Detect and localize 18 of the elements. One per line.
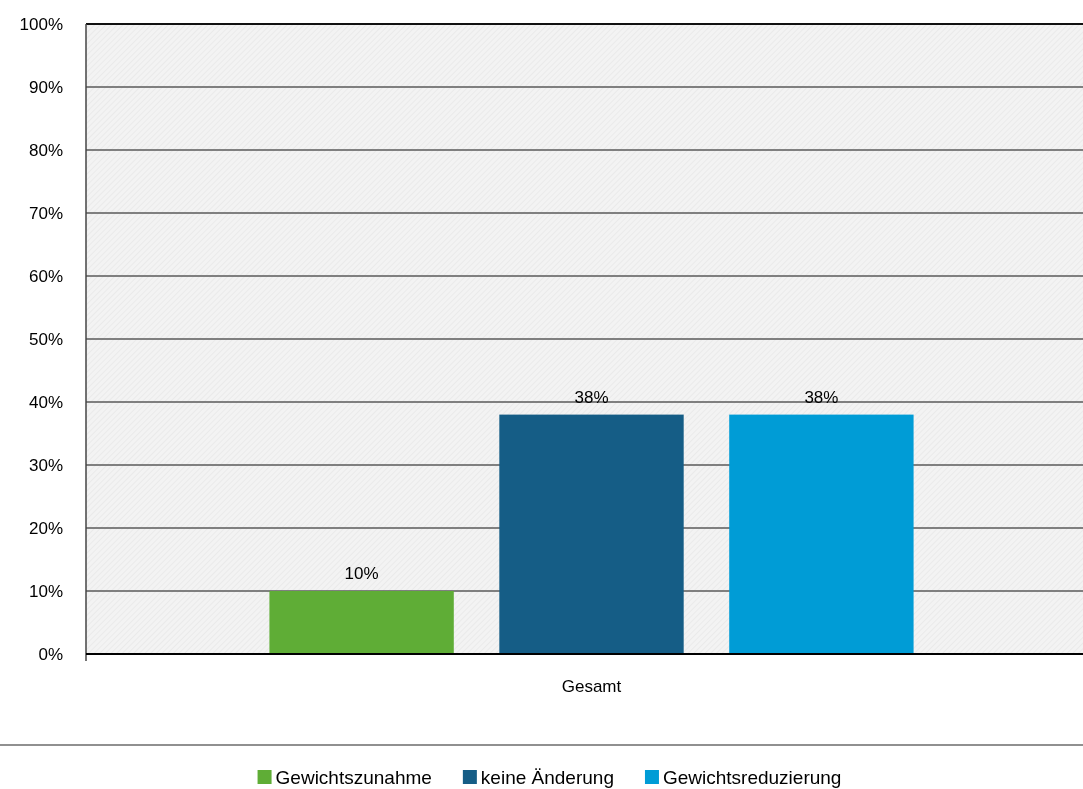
y-tick-label: 0% [38,644,63,664]
y-tick-label: 70% [28,203,63,223]
y-tick-label: 30% [28,455,63,475]
x-tick-label: Gesamt [561,676,622,696]
legend-label: keine Änderung [480,766,614,788]
data-label: 38% [574,387,609,407]
y-tick-label: 10% [28,581,63,601]
y-tick-label: 50% [28,329,63,349]
y-tick-label: 90% [28,77,63,97]
y-tick-label: 40% [28,392,63,412]
data-label: 10% [344,564,379,583]
y-tick-label: 80% [28,140,63,160]
y-tick-label: 100% [19,14,63,34]
legend-label: Gewichtsreduzierung [662,766,842,788]
y-tick-label: 20% [28,518,63,538]
legend-label: Gewichtszunahme [275,766,432,788]
data-label: 38% [804,387,839,407]
y-tick-label: 60% [28,266,63,286]
